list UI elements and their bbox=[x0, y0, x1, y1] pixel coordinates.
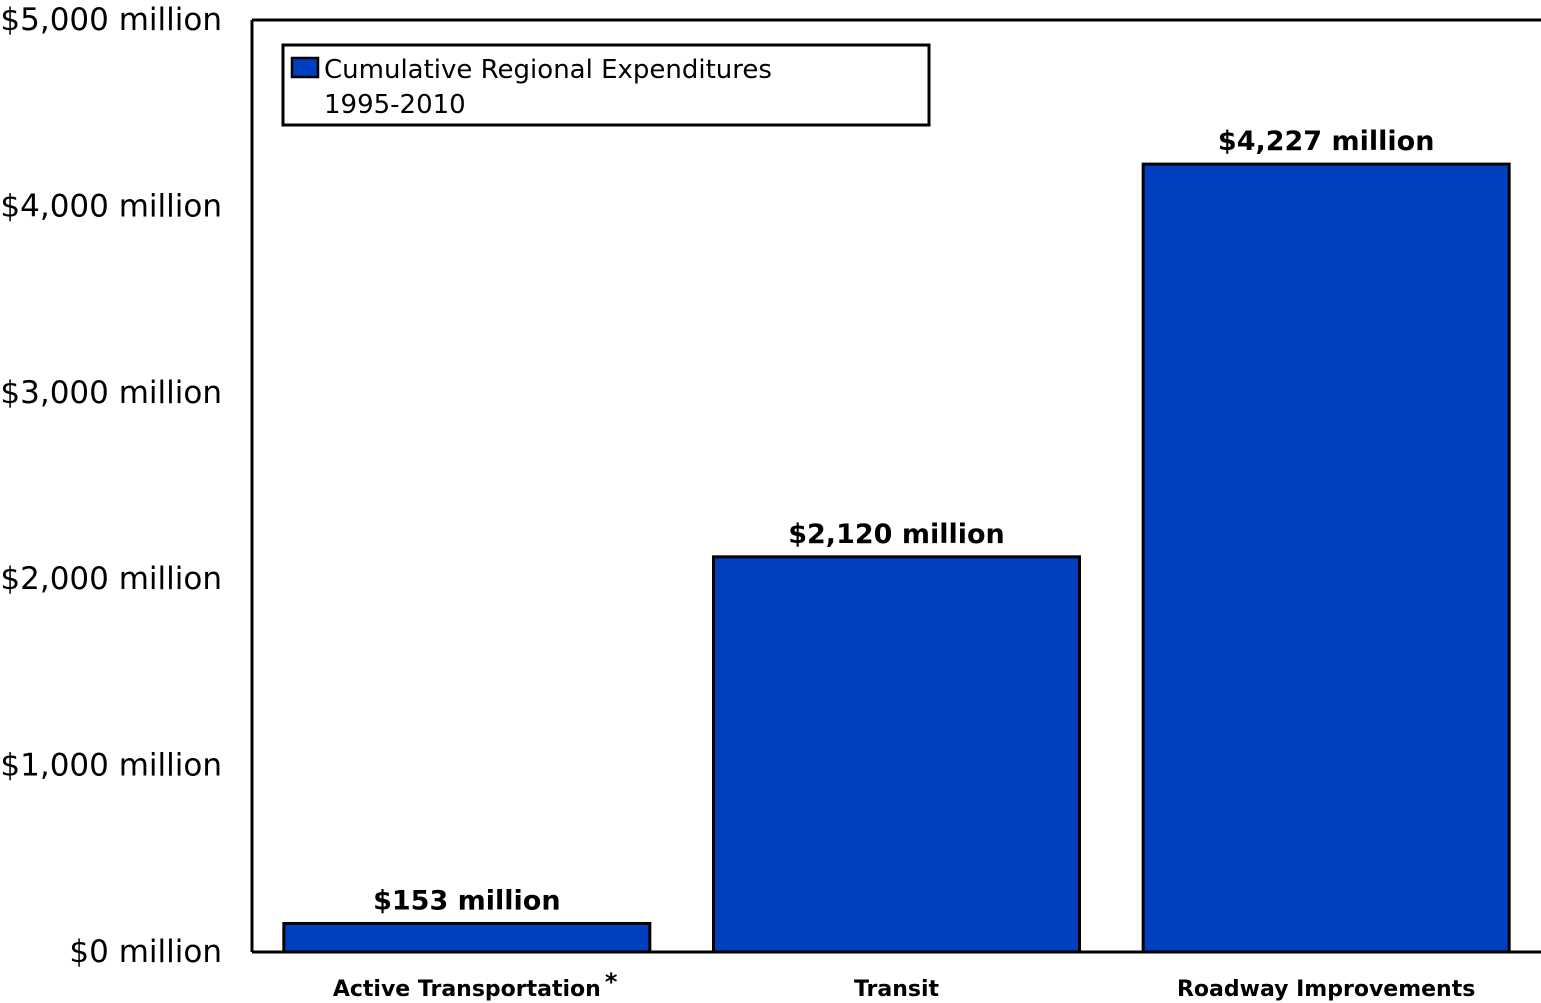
y-tick-label: $2,000 million bbox=[0, 561, 222, 597]
bar bbox=[712, 555, 1081, 954]
data-label: $2,120 million bbox=[788, 519, 1005, 550]
y-tick-label: $3,000 million bbox=[0, 375, 222, 411]
legend-label-line2: 1995-2010 bbox=[324, 90, 466, 120]
y-tick-label: $5,000 million bbox=[0, 2, 222, 38]
legend-label: Cumulative Regional Expenditures bbox=[324, 55, 772, 85]
y-tick-label: $0 million bbox=[69, 934, 222, 970]
y-tick-label: $4,000 million bbox=[0, 188, 222, 224]
x-tick-label: Roadway Improvements bbox=[1177, 977, 1475, 1002]
data-label: $4,227 million bbox=[1218, 126, 1435, 157]
bar bbox=[282, 921, 652, 954]
y-tick-label: $1,000 million bbox=[0, 748, 222, 784]
legend-box bbox=[281, 43, 931, 127]
bar bbox=[1141, 162, 1511, 954]
legend-swatch bbox=[290, 56, 320, 79]
footnote-mark: * bbox=[605, 968, 618, 996]
x-tick-label: Active Transportation bbox=[333, 977, 601, 1002]
data-label: $153 million bbox=[373, 885, 560, 916]
x-tick-label: Transit bbox=[854, 977, 940, 1002]
